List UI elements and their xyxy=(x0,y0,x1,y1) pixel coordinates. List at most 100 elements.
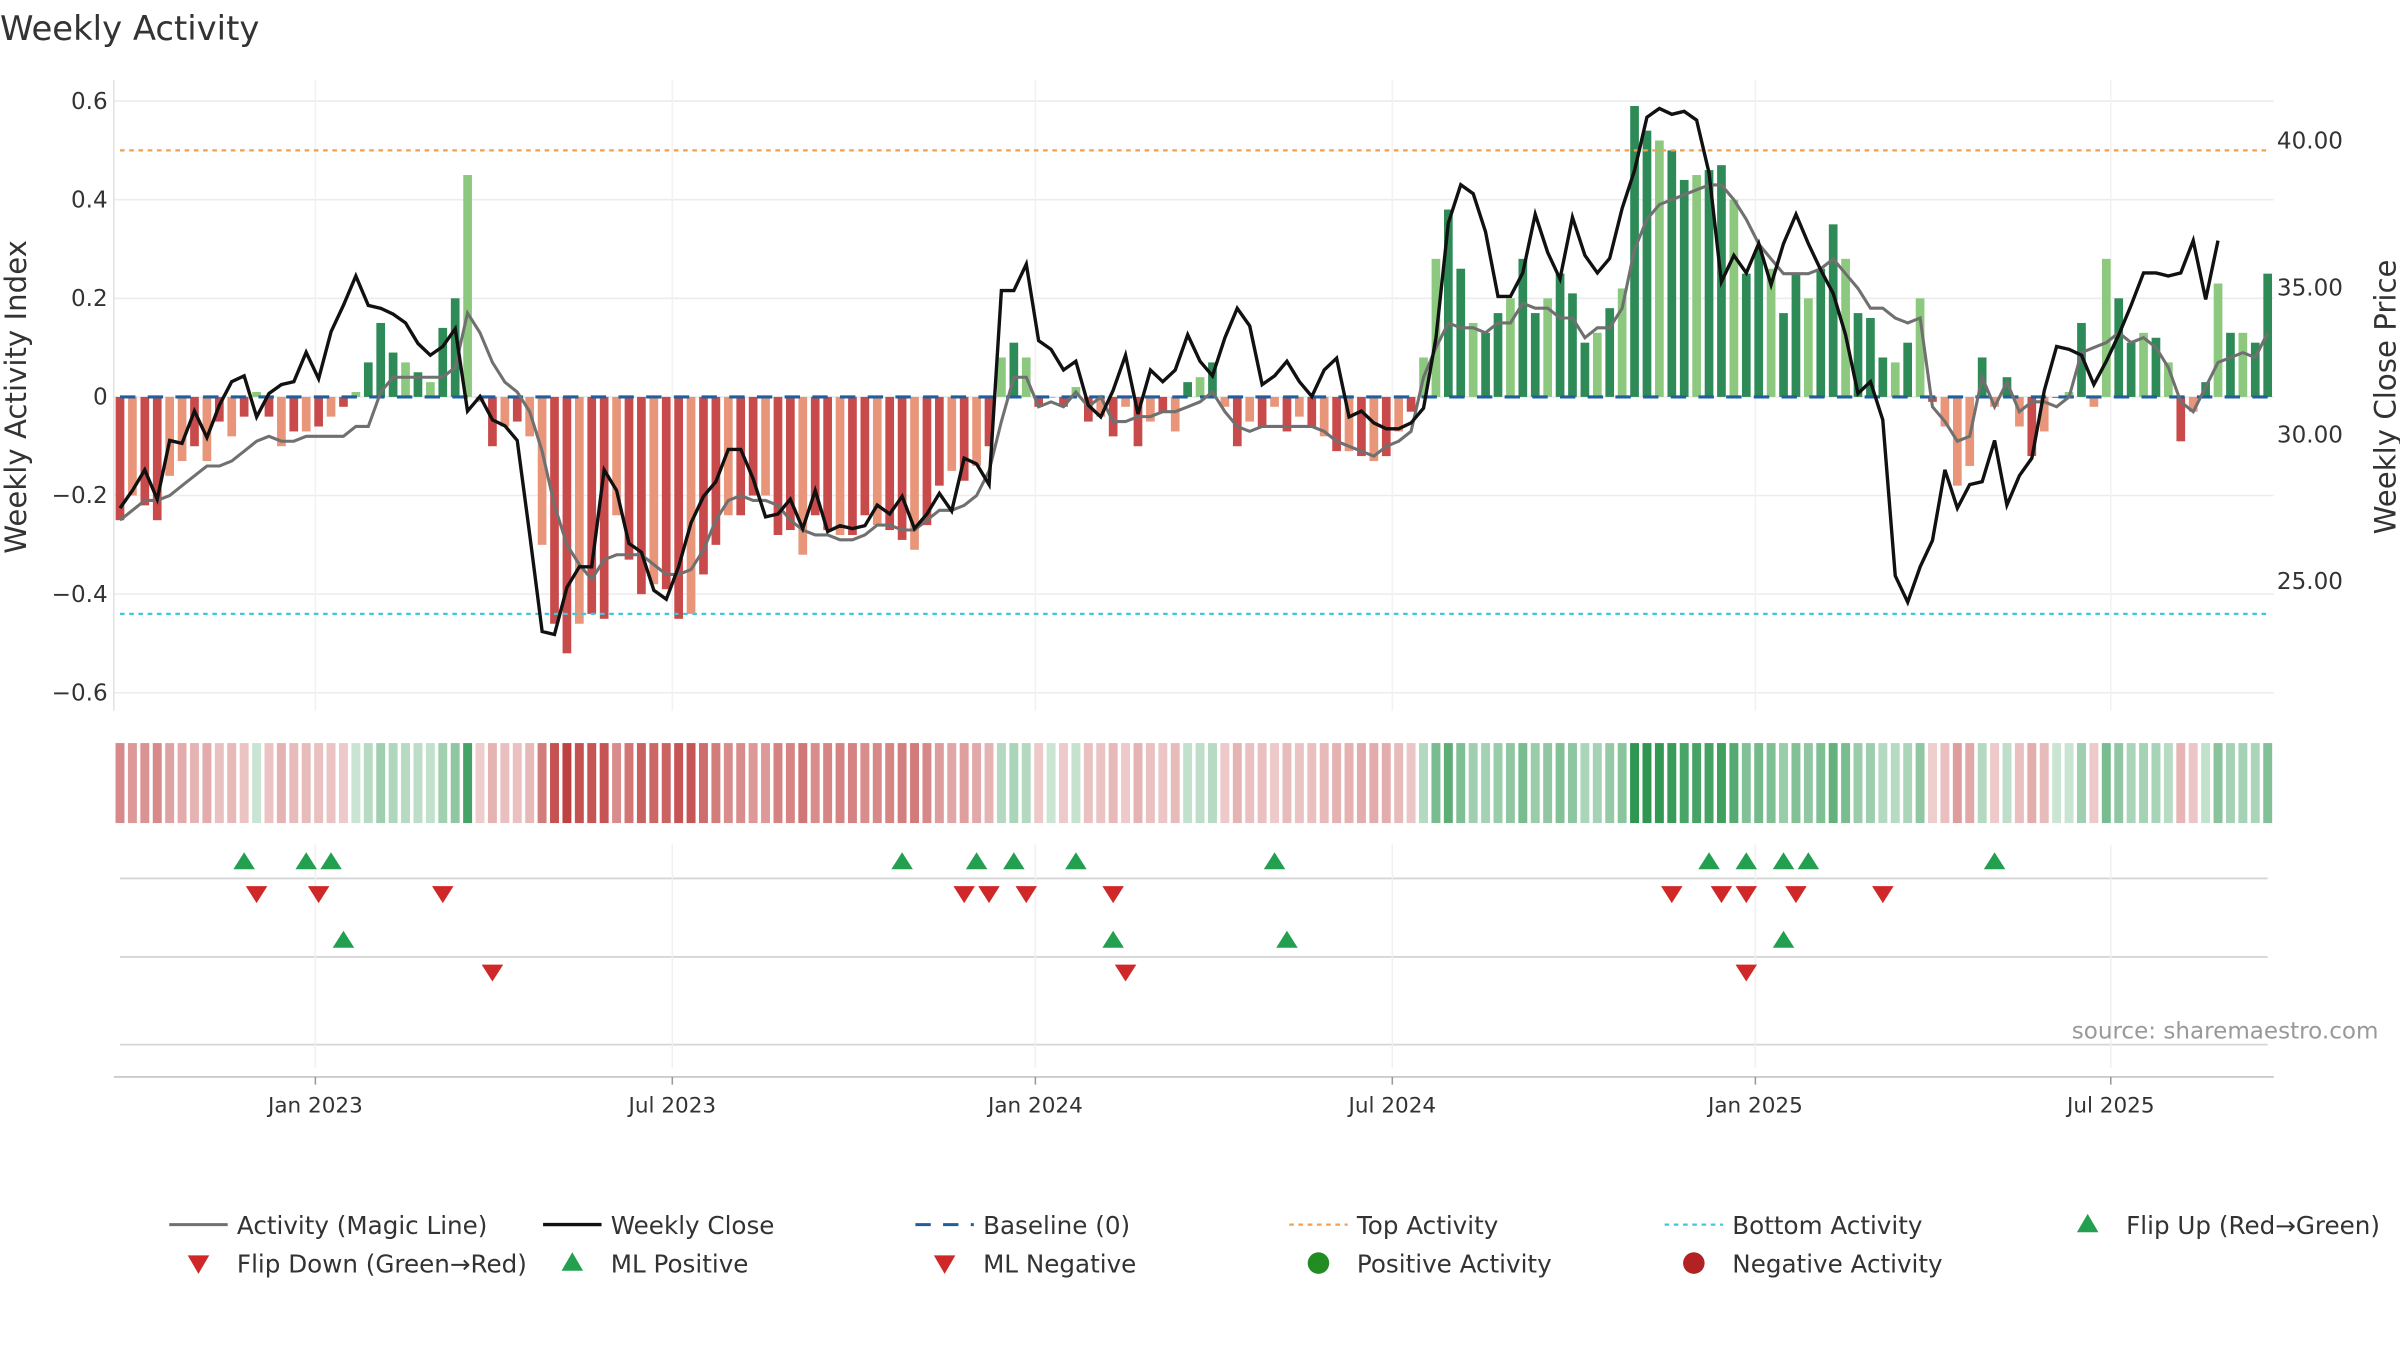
activity-strip-cell xyxy=(1443,743,1453,824)
activity-strip-cell xyxy=(1406,743,1416,824)
activity-bar xyxy=(723,396,733,516)
activity-bar xyxy=(1369,396,1379,462)
activity-bar xyxy=(463,175,472,397)
activity-bar xyxy=(1083,396,1093,422)
chart-title: Weekly Activity xyxy=(0,9,259,48)
activity-strip-cell xyxy=(1108,743,1118,824)
flip-down-marker xyxy=(978,886,1000,904)
activity-bar xyxy=(699,396,708,575)
activity-strip-cell xyxy=(1133,743,1143,824)
activity-bar xyxy=(239,396,249,417)
activity-strip-cell xyxy=(1965,743,1975,824)
activity-bar xyxy=(376,322,386,397)
activity-bar xyxy=(264,396,274,417)
activity-strip-cell xyxy=(351,743,361,824)
activity-bar xyxy=(1754,248,1764,397)
y-tick-left: 0 xyxy=(93,385,108,411)
activity-bar xyxy=(1406,396,1416,412)
activity-strip-cell xyxy=(2114,743,2124,824)
activity-strip-cell xyxy=(326,743,336,824)
activity-bar xyxy=(2101,258,2111,397)
activity-bar xyxy=(612,396,621,516)
activity-strip-cell xyxy=(934,743,944,824)
y-tick-left: −0.4 xyxy=(52,582,108,608)
legend-label: Positive Activity xyxy=(1357,1249,1552,1278)
activity-strip-cell xyxy=(1779,743,1788,824)
activity-bar xyxy=(152,396,162,521)
activity-strip-cell xyxy=(636,743,646,824)
activity-bar xyxy=(1121,396,1130,407)
activity-strip-cell xyxy=(1654,743,1664,824)
activity-strip-cell xyxy=(599,743,609,824)
ml-negative-marker xyxy=(481,964,504,982)
activity-bar xyxy=(1679,179,1689,397)
flip-up-marker xyxy=(320,852,342,870)
activity-strip-cell xyxy=(190,743,199,824)
activity-strip-cell xyxy=(550,743,559,824)
activity-strip-cell xyxy=(686,743,696,824)
activity-strip-cell xyxy=(1071,743,1081,824)
activity-strip-cell xyxy=(860,743,870,824)
activity-strip-cell xyxy=(885,743,895,824)
activity-strip-cell xyxy=(1319,743,1329,824)
activity-bar xyxy=(1158,396,1168,412)
activity-bar xyxy=(1555,273,1565,397)
activity-bar xyxy=(1617,288,1627,397)
activity-strip-cell xyxy=(1791,743,1801,824)
activity-bar xyxy=(2002,377,2012,397)
activity-strip-cell xyxy=(338,743,348,824)
legend-triangle-down-icon xyxy=(187,1255,210,1274)
activity-strip-cell xyxy=(1605,743,1615,824)
activity-bar xyxy=(574,396,584,624)
activity-bar xyxy=(301,396,311,432)
activity-bar xyxy=(897,396,907,540)
activity-bar xyxy=(190,396,199,447)
legend-label: ML Negative xyxy=(983,1249,1136,1278)
activity-strip-cell xyxy=(972,743,982,824)
activity-strip-cell xyxy=(674,743,684,824)
activity-strip-cell xyxy=(115,743,125,824)
activity-bar xyxy=(1506,298,1515,397)
activity-strip-cell xyxy=(1270,743,1280,824)
y-tick-right: 30.00 xyxy=(2277,422,2343,448)
activity-bar xyxy=(860,396,870,516)
activity-strip-cell xyxy=(748,743,758,824)
activity-strip-cell xyxy=(723,743,733,824)
activity-strip-cell xyxy=(1145,743,1155,824)
activity-bar xyxy=(140,396,150,506)
activity-strip-cell xyxy=(910,743,919,824)
y-tick-right: 25.00 xyxy=(2277,569,2343,595)
activity-strip-cell xyxy=(438,743,448,824)
activity-strip-cell xyxy=(463,743,473,824)
activity-strip-cell xyxy=(574,743,584,824)
activity-bar xyxy=(2226,332,2235,397)
activity-bar xyxy=(1059,396,1068,407)
activity-strip-cell xyxy=(1766,743,1776,824)
activity-bar xyxy=(2139,332,2148,397)
activity-bar xyxy=(1046,396,1056,398)
ml-negative-marker xyxy=(1114,964,1137,982)
activity-strip-cell xyxy=(699,743,708,824)
activity-bar xyxy=(1108,396,1118,437)
activity-strip-cell xyxy=(2250,743,2260,824)
activity-bar xyxy=(413,372,423,397)
activity-strip-cell xyxy=(2101,743,2111,824)
activity-bar xyxy=(1816,268,1826,397)
activity-bar xyxy=(736,396,746,516)
activity-strip-cell xyxy=(2002,743,2012,824)
legend-triangle-up-icon xyxy=(2076,1213,2099,1233)
legend-label: Flip Up (Red→Green) xyxy=(2126,1211,2380,1240)
activity-bar xyxy=(2164,362,2173,397)
activity-strip-cell xyxy=(996,743,1006,824)
activity-strip-cell xyxy=(1046,743,1056,824)
legend-label: Weekly Close xyxy=(611,1211,775,1240)
activity-bar xyxy=(786,396,795,531)
activity-strip-cell xyxy=(537,743,547,824)
activity-strip-cell xyxy=(425,743,435,824)
activity-bar xyxy=(587,396,597,614)
activity-strip-cell xyxy=(2163,743,2173,824)
activity-bar xyxy=(1915,298,1925,397)
activity-strip-cell xyxy=(2213,743,2223,824)
activity-strip-cell xyxy=(1381,743,1391,824)
activity-bar xyxy=(2039,396,2049,432)
